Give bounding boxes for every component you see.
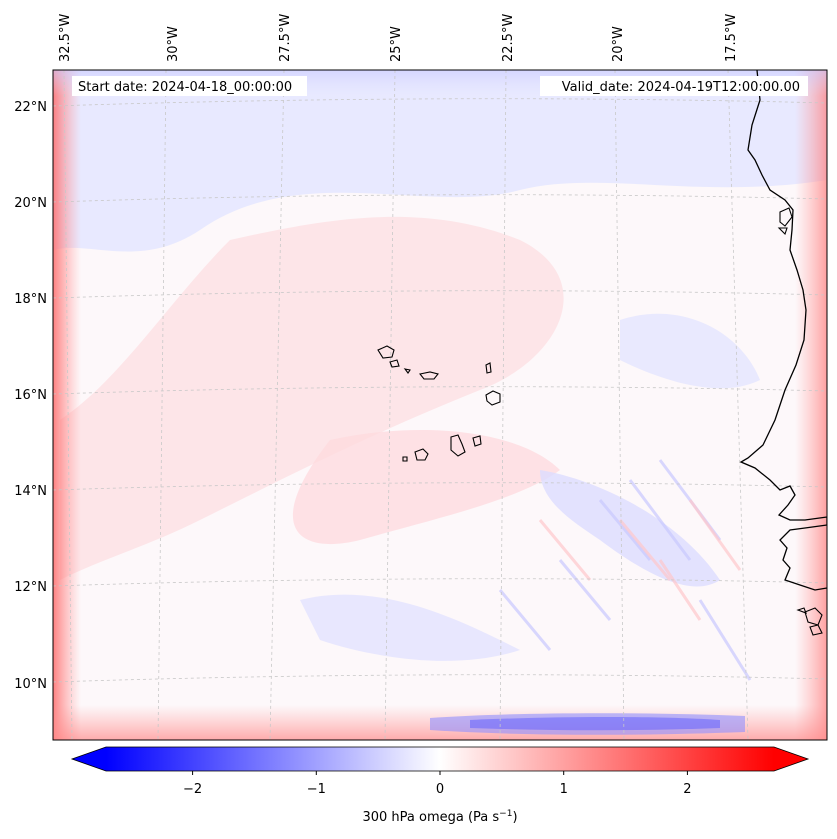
- map-frame: [52, 69, 828, 741]
- colorbar-tick-label: 0: [436, 782, 444, 797]
- lat-label: 12°N: [14, 580, 47, 595]
- longitude-labels: 32.5°W 30°W 27.5°W 25°W 22.5°W 20°W 17.5…: [58, 14, 739, 62]
- field-pink-center: [60, 216, 564, 580]
- latitude-labels: 22°N 20°N 18°N 16°N 14°N 12°N 10°N: [14, 100, 47, 692]
- lon-label: 30°W: [166, 26, 181, 62]
- colorbar-tick-label: 2: [683, 782, 691, 797]
- lat-label: 10°N: [14, 677, 47, 692]
- lon-label: 22.5°W: [501, 14, 516, 62]
- lat-label: 18°N: [14, 292, 47, 307]
- colorbar-tick-label: −2: [183, 782, 202, 797]
- lat-label: 22°N: [14, 100, 47, 115]
- lat-label: 14°N: [14, 484, 47, 499]
- lon-label: 27.5°W: [278, 14, 293, 62]
- field-pink-lower: [292, 430, 560, 545]
- colorbar-tick-label: −1: [307, 782, 326, 797]
- island-bijagos-3: [796, 607, 807, 614]
- colorbar-extend-low: [72, 747, 106, 771]
- island-coast-feature: [779, 207, 793, 227]
- colorbar-ticks: −2 −1 0 1 2: [183, 771, 692, 797]
- island-sao-vicente: [389, 359, 400, 368]
- field-blue-east: [620, 313, 760, 389]
- colorbar-extend-high: [774, 747, 808, 771]
- field-streaks-red: [538, 499, 742, 621]
- start-date-text: Start date: 2024-04-18_00:00:00: [78, 80, 292, 95]
- island-coast-feature-2: [777, 227, 788, 236]
- island-brava: [402, 456, 408, 462]
- colorbar: −2 −1 0 1 2 300 hPa omega (Pa s−1): [70, 746, 810, 825]
- field-blue-bottom-core: [470, 717, 720, 731]
- field-edge-right: [795, 70, 827, 740]
- lon-label: 17.5°W: [724, 14, 739, 62]
- island-santo-antao: [377, 345, 395, 359]
- start-date-box: [72, 76, 307, 96]
- coastline-africa: [739, 70, 827, 591]
- island-bijagos-2: [809, 624, 823, 636]
- island-boa-vista: [485, 390, 501, 406]
- valid-date-text: Valid_date: 2024-04-19T12:00:00.00: [562, 80, 800, 95]
- island-bijagos: [804, 607, 823, 626]
- island-sao-nicolau: [419, 371, 439, 380]
- lon-label: 32.5°W: [58, 14, 73, 62]
- island-fogo: [414, 448, 429, 461]
- field-blue-north: [53, 70, 827, 252]
- island-santa-luzia: [403, 368, 411, 374]
- lon-label: 20°W: [611, 26, 626, 62]
- lat-label: 20°N: [14, 196, 47, 211]
- cape-verde-islands: [377, 207, 823, 636]
- island-maio: [472, 435, 482, 447]
- lon-label: 25°W: [389, 26, 404, 62]
- colorbar-outline: [70, 746, 810, 772]
- field-blue-southeast: [540, 470, 720, 587]
- colorbar-body: [106, 747, 774, 771]
- island-santiago: [450, 434, 466, 457]
- omega-field: [53, 70, 827, 740]
- graticule: [53, 70, 827, 740]
- lat-label: 16°N: [14, 388, 47, 403]
- field-blue-south: [300, 594, 520, 661]
- colorbar-tick-label: 1: [560, 782, 568, 797]
- colorbar-label: 300 hPa omega (Pa s−1): [362, 809, 517, 825]
- island-sal: [485, 362, 492, 374]
- valid-date-box: [540, 76, 808, 96]
- field-edge-left: [53, 70, 81, 740]
